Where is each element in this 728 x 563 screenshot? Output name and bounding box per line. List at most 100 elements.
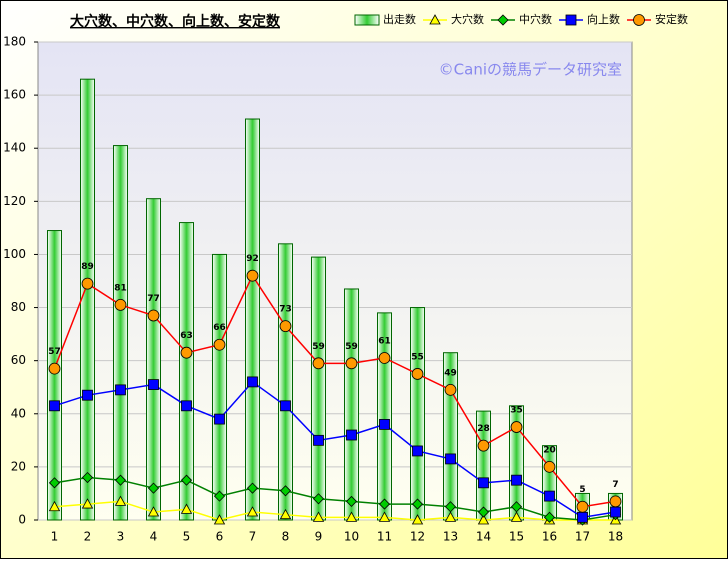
point [213,514,226,525]
point [379,418,390,430]
bar [212,253,227,521]
value-label: 63 [180,331,193,341]
bar [47,230,62,521]
point [48,477,61,489]
point [445,453,456,465]
y-tick-label: 80 [11,300,26,314]
value-label: 66 [213,323,226,333]
x-tick-label: 9 [315,530,323,544]
bar [311,256,326,521]
bar [179,222,194,521]
value-label: 59 [345,342,358,352]
point [180,474,193,486]
bar [542,445,557,521]
point [346,429,357,441]
point [477,514,490,525]
value-label: 28 [477,424,490,434]
legend-label: 大穴数 [451,12,484,26]
point [81,277,94,290]
x-tick-label: 18 [608,530,623,544]
value-label: 77 [147,294,160,304]
y-tick-label: 20 [11,459,26,473]
bar [80,78,95,521]
value-label: 49 [444,368,457,378]
x-tick-label: 8 [282,530,290,544]
point [115,384,126,396]
point [510,511,523,522]
series-line [54,476,616,521]
legend-label: 出走数 [383,12,416,26]
bar [278,243,293,521]
point [477,506,490,518]
point [444,501,457,513]
point [48,500,61,512]
point [411,514,424,525]
chart-title: 大穴数、中穴数、向上数、安定数 [70,13,281,30]
value-label: 55 [411,352,424,362]
point [81,498,94,509]
x-tick-label: 17 [575,530,590,544]
point [511,474,522,486]
y-tick-label: 120 [3,194,26,208]
point [114,495,127,506]
x-tick-label: 16 [542,530,557,544]
point [411,498,424,510]
x-tick-label: 2 [84,530,92,544]
y-tick-label: 180 [3,35,26,49]
point [114,474,127,486]
y-tick-label: 40 [11,406,26,420]
legend-marker [429,14,441,25]
point [444,511,457,522]
point [214,413,225,425]
point [114,298,127,311]
point [246,269,259,282]
point [147,309,160,322]
y-tick-label: 160 [3,88,26,102]
point [279,508,292,520]
x-tick-label: 11 [377,530,392,544]
x-tick-label: 5 [183,530,191,544]
legend-marker [497,14,509,26]
series-line [54,380,616,519]
plot-area [37,41,633,521]
y-tick-label: 100 [3,247,26,261]
point [247,376,258,388]
point [378,498,391,510]
legend-label: 中穴数 [519,12,552,26]
value-label: 59 [312,342,325,352]
point [180,346,193,359]
legend-swatch [354,14,380,26]
point [477,439,490,452]
point [82,389,93,401]
x-tick-label: 7 [249,530,257,544]
point [378,511,391,522]
x-tick-label: 13 [443,530,458,544]
y-tick-label: 60 [11,353,26,367]
point [147,482,160,494]
point [345,495,358,507]
point [313,434,324,446]
y-tick-label: 140 [3,141,26,155]
bar [245,118,260,521]
value-label: 89 [81,262,94,272]
point [279,485,292,497]
watermark: ©Caniの競馬データ研究室 [439,61,622,79]
x-tick-label: 12 [410,530,425,544]
point [345,357,358,370]
value-label: 92 [246,254,259,264]
value-label: 7 [612,480,618,490]
x-tick-label: 4 [150,530,158,544]
point [246,482,259,494]
point [610,506,621,518]
point [181,400,192,412]
bar [146,198,161,521]
series-line [54,500,616,521]
bar [344,288,359,521]
point [444,383,457,396]
value-label: 20 [543,445,556,455]
point [478,477,489,489]
point [378,352,391,364]
point [411,368,424,380]
point [609,495,622,508]
